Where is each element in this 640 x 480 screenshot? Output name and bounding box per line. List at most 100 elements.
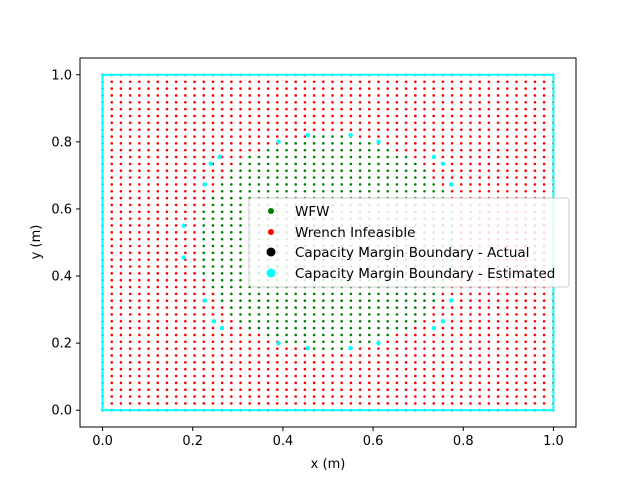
infeasible-point <box>441 142 445 145</box>
infeasible-point <box>505 340 509 344</box>
infeasible-point <box>110 162 114 166</box>
estimated-boundary-point <box>440 161 446 166</box>
infeasible-point <box>294 94 298 97</box>
infeasible-point <box>322 402 325 405</box>
infeasible-point <box>193 333 196 337</box>
infeasible-point <box>322 374 325 378</box>
infeasible-point <box>515 189 518 193</box>
infeasible-point <box>110 244 114 248</box>
legend-marker-boundary-estimated <box>266 268 276 278</box>
infeasible-point <box>257 94 261 97</box>
infeasible-point <box>193 162 196 166</box>
infeasible-point <box>174 333 178 337</box>
wfw-point <box>239 306 242 309</box>
infeasible-point <box>156 169 160 173</box>
infeasible-point <box>395 142 399 145</box>
wfw-point <box>257 319 261 323</box>
infeasible-point <box>358 87 362 90</box>
infeasible-point <box>184 231 187 234</box>
infeasible-point <box>386 142 390 145</box>
wfw-point <box>358 333 362 337</box>
infeasible-point <box>156 347 160 350</box>
infeasible-point <box>276 347 279 350</box>
infeasible-point <box>368 107 371 111</box>
infeasible-point <box>220 169 224 173</box>
infeasible-point <box>156 258 160 261</box>
infeasible-point <box>193 189 196 193</box>
infeasible-point <box>248 148 252 152</box>
infeasible-point <box>377 94 380 97</box>
wfw-point <box>230 183 233 186</box>
infeasible-point <box>230 381 233 385</box>
infeasible-point <box>441 395 445 398</box>
infeasible-point <box>128 292 132 296</box>
wfw-point <box>331 340 334 344</box>
infeasible-point <box>184 155 187 159</box>
infeasible-point <box>450 114 454 118</box>
wfw-point <box>220 292 224 296</box>
infeasible-point <box>414 148 417 152</box>
infeasible-point <box>450 347 454 350</box>
infeasible-point <box>459 94 463 97</box>
infeasible-point <box>230 326 233 330</box>
wfw-point <box>368 148 371 152</box>
wfw-point <box>239 231 242 234</box>
infeasible-point <box>404 87 408 90</box>
infeasible-point <box>515 114 518 118</box>
wfw-point <box>349 155 353 159</box>
wfw-point <box>211 237 215 241</box>
infeasible-point <box>147 402 150 405</box>
infeasible-point <box>266 388 270 392</box>
infeasible-point <box>423 354 426 357</box>
infeasible-point <box>174 278 178 282</box>
infeasible-point <box>331 107 334 111</box>
infeasible-point <box>331 87 334 90</box>
wfw-point <box>230 210 233 214</box>
infeasible-point <box>147 121 150 125</box>
infeasible-point <box>487 169 491 173</box>
infeasible-point <box>303 395 307 398</box>
infeasible-point <box>331 395 334 398</box>
infeasible-point <box>128 169 132 173</box>
infeasible-point <box>193 142 196 145</box>
infeasible-point <box>119 169 123 173</box>
infeasible-point <box>211 306 215 309</box>
infeasible-point <box>147 80 150 84</box>
infeasible-point <box>211 87 215 90</box>
infeasible-point <box>533 402 537 405</box>
infeasible-point <box>423 114 426 118</box>
infeasible-point <box>496 361 500 364</box>
infeasible-point <box>147 306 150 309</box>
infeasible-point <box>174 183 178 186</box>
wfw-point <box>257 162 261 166</box>
infeasible-point <box>368 87 371 90</box>
infeasible-point <box>505 142 509 145</box>
wfw-point <box>368 333 371 337</box>
infeasible-point <box>450 100 454 104</box>
infeasible-point <box>156 142 160 145</box>
infeasible-point <box>542 162 546 166</box>
infeasible-point <box>147 244 150 248</box>
infeasible-point <box>248 333 252 337</box>
wfw-point <box>368 169 371 173</box>
infeasible-point <box>184 340 187 344</box>
infeasible-point <box>478 306 481 309</box>
infeasible-point <box>533 169 537 173</box>
infeasible-point <box>414 333 417 337</box>
infeasible-point <box>184 94 187 97</box>
wfw-point <box>368 340 371 344</box>
infeasible-point <box>505 80 509 84</box>
infeasible-point <box>174 162 178 166</box>
wfw-point <box>349 162 353 166</box>
y-tick-label: 0.6 <box>51 202 72 217</box>
infeasible-point <box>386 354 390 357</box>
infeasible-point <box>478 333 481 337</box>
infeasible-point <box>110 272 114 275</box>
wfw-point <box>358 189 362 193</box>
infeasible-point <box>119 272 123 275</box>
infeasible-point <box>220 319 224 323</box>
infeasible-point <box>478 313 481 316</box>
wfw-point <box>303 155 307 159</box>
infeasible-point <box>441 155 445 159</box>
infeasible-point <box>276 80 279 84</box>
